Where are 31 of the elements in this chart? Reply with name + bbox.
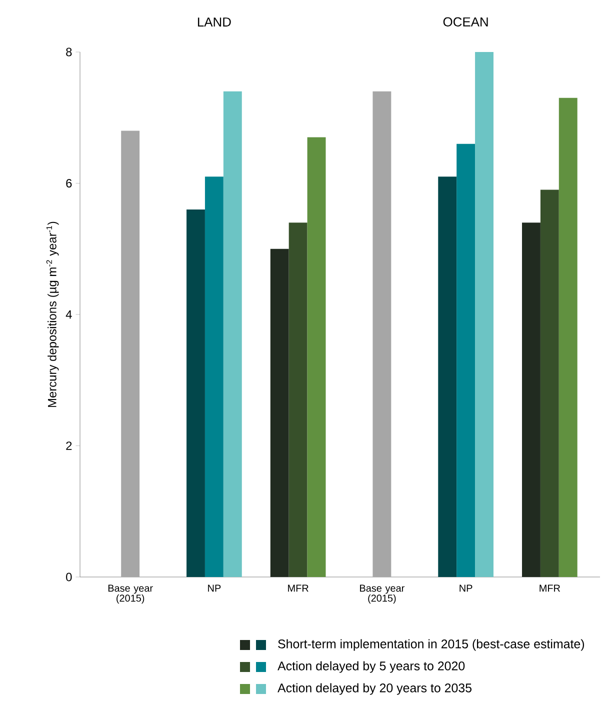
bar: [121, 130, 140, 577]
bar: [223, 91, 242, 577]
y-tick-label: 0: [66, 572, 72, 582]
x-tick-label: MFR: [288, 584, 308, 592]
x-tick-label: Base year (2015): [108, 584, 153, 604]
bar: [438, 176, 457, 577]
y-tick-label: 4: [66, 310, 72, 319]
x-tick-label: MFR: [540, 584, 560, 592]
bar: [522, 222, 540, 577]
bar: [372, 91, 392, 577]
bar: [456, 144, 476, 577]
text: OCEAN: [443, 17, 488, 26]
bar: [307, 137, 326, 577]
bar: [186, 209, 205, 577]
bar: [270, 248, 289, 577]
x-tick-label: Base year (2015): [360, 584, 404, 604]
text: LAND: [198, 18, 231, 26]
legend-label: Action delayed by 5 years to 2020: [278, 661, 465, 673]
x-tick-label: NP: [208, 584, 221, 592]
legend-label: Short-term implementation in 2015 (best-case estimate): [278, 639, 584, 651]
bar: [558, 98, 578, 577]
y-tick-label: 2: [66, 442, 72, 450]
bar: [540, 190, 559, 577]
y-axis-title: Mercury depositions (µg m$^{-2}$ year$^{-1}$): [46, 222, 59, 407]
y-tick-label: 8: [66, 48, 72, 56]
bar: [204, 176, 224, 577]
bar: [475, 52, 494, 577]
bar: [288, 222, 308, 577]
legend-label: Action delayed by 20 years to 2035: [278, 683, 472, 695]
y-tick-label: 6: [66, 179, 72, 188]
x-tick-label: NP: [460, 584, 472, 592]
